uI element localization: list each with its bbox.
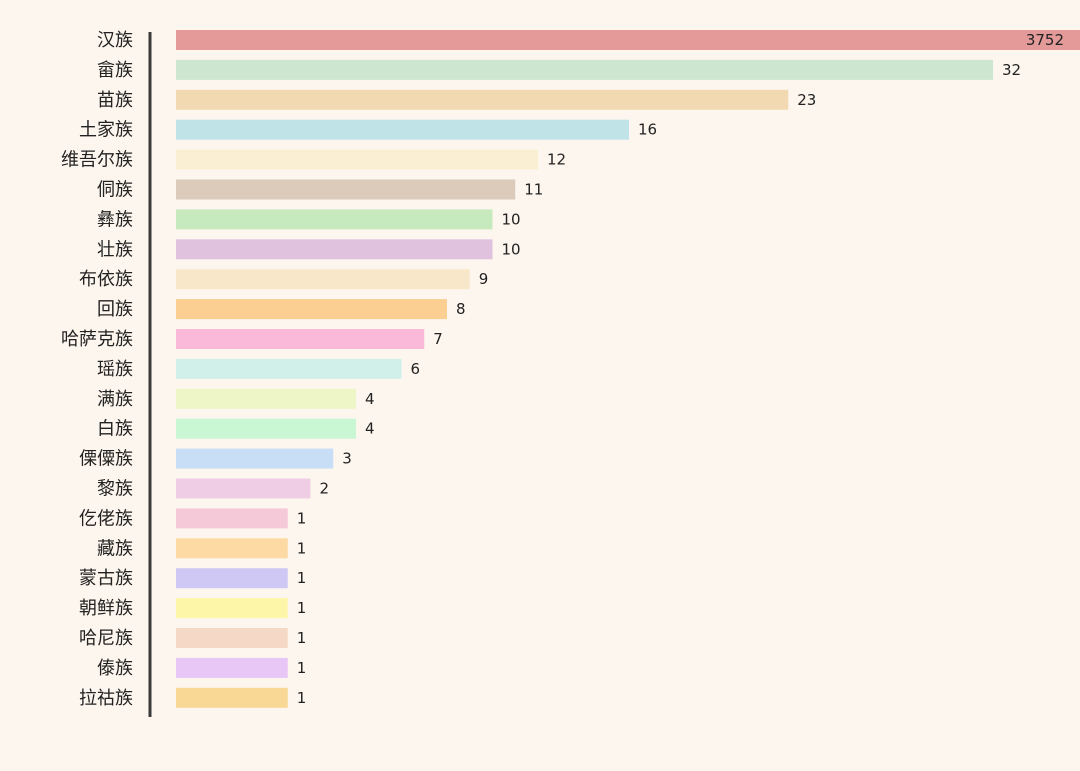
bar-19 xyxy=(176,598,288,619)
category-label-20: 哈尼族 xyxy=(79,628,133,649)
category-label-18: 蒙古族 xyxy=(79,568,133,589)
value-label-5: 11 xyxy=(524,181,543,199)
bar-9 xyxy=(176,299,447,320)
value-label-18: 1 xyxy=(297,569,307,587)
value-label-14: 3 xyxy=(342,450,352,468)
bar-1 xyxy=(176,59,993,80)
value-label-6: 10 xyxy=(502,210,521,228)
bar-7 xyxy=(176,239,493,260)
value-label-11: 6 xyxy=(411,360,421,378)
category-label-3: 土家族 xyxy=(79,120,133,141)
bar-15 xyxy=(176,478,311,499)
value-label-22: 1 xyxy=(297,689,307,707)
bar-14 xyxy=(176,448,334,469)
category-label-8: 布依族 xyxy=(79,269,133,290)
category-label-15: 黎族 xyxy=(97,479,133,500)
value-label-20: 1 xyxy=(297,629,307,647)
value-label-3: 16 xyxy=(638,121,657,139)
value-label-12: 4 xyxy=(365,390,375,408)
category-label-19: 朝鲜族 xyxy=(79,598,133,619)
category-label-12: 满族 xyxy=(97,389,133,410)
bar-10 xyxy=(176,329,425,349)
value-label-13: 4 xyxy=(365,420,375,438)
value-label-7: 10 xyxy=(502,240,521,258)
category-label-7: 壮族 xyxy=(97,239,133,260)
category-label-17: 藏族 xyxy=(97,538,133,559)
bar-17 xyxy=(176,538,288,559)
category-label-21: 傣族 xyxy=(97,658,133,679)
bar-11 xyxy=(176,358,402,379)
bar-16 xyxy=(176,508,288,529)
category-label-22: 拉祜族 xyxy=(79,688,133,709)
bar-20 xyxy=(176,628,288,648)
value-label-21: 1 xyxy=(297,659,307,677)
bar-18 xyxy=(176,568,288,589)
category-label-14: 傈僳族 xyxy=(79,449,133,470)
category-label-1: 畲族 xyxy=(97,60,133,81)
bar-4 xyxy=(176,149,538,170)
value-label-9: 8 xyxy=(456,300,466,318)
value-label-8: 9 xyxy=(479,270,489,288)
value-label-1: 32 xyxy=(1002,61,1021,79)
category-label-4: 维吾尔族 xyxy=(61,150,133,171)
category-label-9: 回族 xyxy=(97,299,133,320)
value-label-19: 1 xyxy=(297,599,307,617)
bar-5 xyxy=(176,179,516,200)
bar-3 xyxy=(176,119,629,140)
bar-2 xyxy=(176,89,789,110)
value-label-0: 3752 xyxy=(1026,31,1064,49)
category-label-16: 仡佬族 xyxy=(79,508,133,529)
value-label-17: 1 xyxy=(297,539,307,557)
category-label-10: 哈萨克族 xyxy=(61,329,133,350)
bar-21 xyxy=(176,657,288,678)
bar-12 xyxy=(176,388,356,409)
value-label-2: 23 xyxy=(797,91,816,109)
value-label-10: 7 xyxy=(433,330,443,348)
value-label-4: 12 xyxy=(547,151,566,169)
category-label-0: 汉族 xyxy=(97,30,133,51)
bar-6 xyxy=(176,209,493,230)
bar-8 xyxy=(176,269,470,290)
bar-22 xyxy=(176,687,288,708)
category-label-11: 瑶族 xyxy=(97,359,133,380)
category-label-5: 侗族 xyxy=(97,180,133,201)
value-label-16: 1 xyxy=(297,509,307,527)
category-label-13: 白族 xyxy=(97,419,133,440)
value-label-15: 2 xyxy=(320,480,330,498)
bar-0 xyxy=(176,30,1080,50)
category-label-6: 彝族 xyxy=(97,209,133,230)
category-label-2: 苗族 xyxy=(97,90,133,111)
bar-13 xyxy=(176,418,356,439)
